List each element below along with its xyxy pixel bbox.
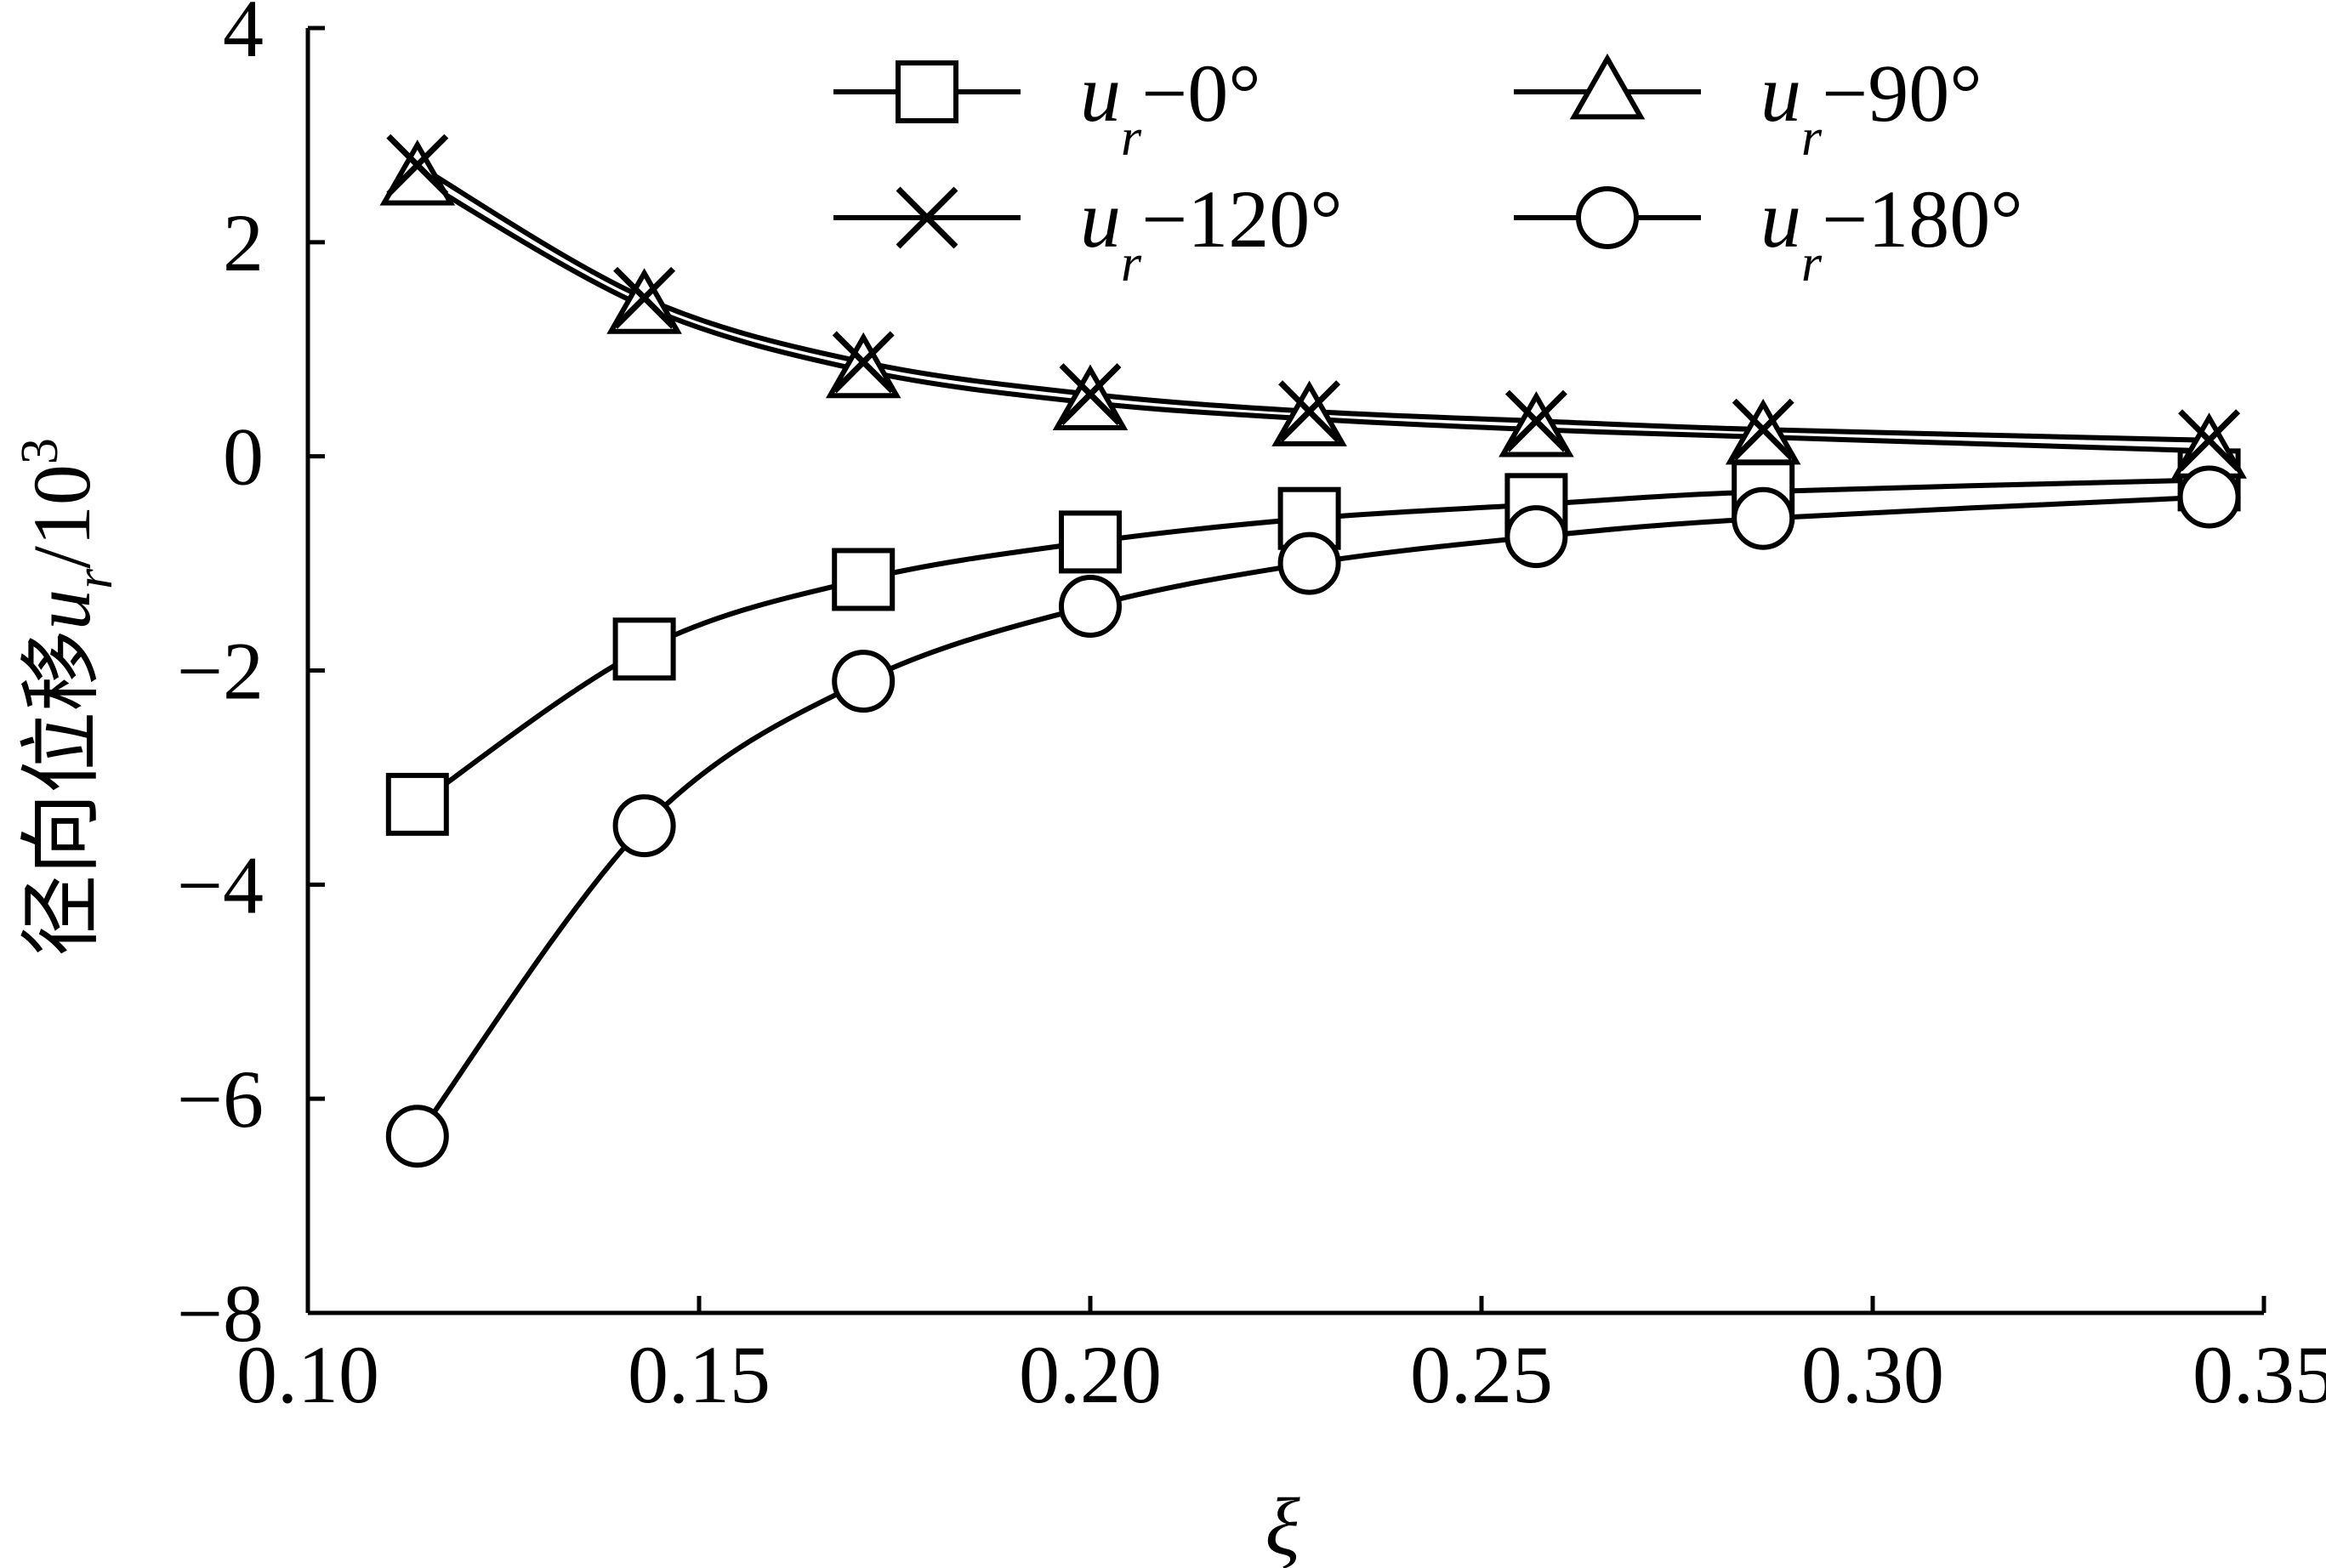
x-tick-label: 0.20 (1019, 1329, 1162, 1420)
y-tick-label: 4 (223, 0, 264, 74)
y-tick-label: −4 (177, 839, 264, 930)
x-ticks: 0.10 0.15 0.20 0.25 0.30 0.35 (236, 1296, 2326, 1420)
y-tick-label: −2 (177, 626, 264, 717)
data-point-x (832, 331, 895, 394)
legend-marker-x (896, 186, 958, 249)
x-axis-label: ξ (1265, 1481, 1300, 1568)
y-axis-label-prefix: 径向位移 (16, 630, 107, 957)
data-point-circle (832, 650, 896, 713)
data-point-x (2178, 409, 2241, 472)
x-tick-label: 0.10 (236, 1329, 379, 1420)
legend-label: ur−120° (1080, 173, 1343, 293)
data-point-square (612, 617, 676, 681)
series-lines (415, 162, 2209, 1139)
y-axis-label-var: u (16, 589, 107, 630)
data-point-x (1732, 398, 1794, 461)
legend-item: ur−0° (833, 48, 1261, 167)
y-axis-label-sup: 3 (11, 438, 69, 464)
data-point-circle (1059, 574, 1122, 638)
data-point-square (385, 772, 449, 836)
x-tick-label: 0.25 (1410, 1329, 1553, 1420)
legend-label: ur−0° (1080, 48, 1261, 167)
y-axis-label-suffix: /10 (16, 464, 107, 569)
legend-label: ur−90° (1760, 48, 1982, 167)
x-tick-label: 0.35 (2192, 1329, 2326, 1420)
legend-marker-triangle (1569, 53, 1646, 120)
legend-item: ur−90° (1514, 48, 1982, 167)
legend-item: ur−120° (833, 173, 1343, 293)
y-tick-label: 2 (223, 197, 264, 288)
data-point-square (1059, 510, 1122, 574)
x-tick-label: 0.15 (628, 1329, 771, 1420)
y-tick-label: −6 (177, 1054, 264, 1145)
data-point-circle (612, 794, 676, 858)
data-point-circle (385, 1105, 449, 1168)
legend-marker-circle (1576, 186, 1639, 249)
data-point-x (1278, 380, 1341, 443)
data-point-x (386, 134, 449, 196)
legend-label: ur−180° (1760, 173, 2023, 293)
data-point-circle (1504, 505, 1568, 569)
svg-text:径向位移ur/103: 径向位移ur/103 (11, 438, 123, 957)
y-tick-label: −8 (177, 1268, 264, 1359)
y-axis-label-sub: r (65, 568, 123, 589)
series-markers (379, 134, 2247, 1168)
data-point-x (1059, 363, 1122, 426)
data-point-circle (2177, 465, 2241, 529)
y-tick-label: 0 (223, 412, 264, 503)
legend-marker-square (896, 60, 958, 123)
data-point-circle (1277, 531, 1341, 595)
x-tick-label: 0.30 (1801, 1329, 1944, 1420)
y-ticks: −8 −6 −4 −2 0 2 4 (177, 0, 325, 1359)
data-point-x (1504, 389, 1567, 452)
data-point-square (832, 548, 896, 611)
y-axis-label: 径向位移ur/103 (11, 438, 123, 957)
data-point-triangle (379, 139, 456, 206)
data-point-x (613, 266, 676, 329)
legend: ur−0° ur−90° ur−120° ur−180° (833, 48, 2023, 293)
legend-item: ur−180° (1514, 173, 2023, 293)
data-point-circle (1732, 486, 1795, 550)
